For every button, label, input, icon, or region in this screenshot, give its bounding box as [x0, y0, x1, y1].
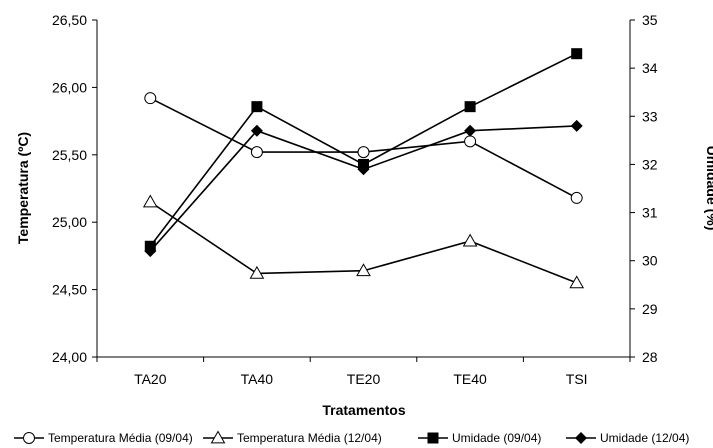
x-tick-label: TA40 [241, 371, 274, 387]
right-y-tick-label: 30 [642, 253, 658, 269]
data-point [249, 265, 265, 279]
right-y-tick-label: 35 [642, 12, 658, 28]
legend-entry: Umidade (12/04) [566, 431, 689, 445]
left-y-axis-title: Temperatura (ºC) [15, 132, 31, 244]
right-y-axis-title: Umidade (%) [704, 146, 713, 231]
legend-entry: Temperatura Média (12/04) [203, 430, 382, 445]
legend-marker [210, 430, 226, 444]
left-y-tick-label: 25,50 [52, 147, 87, 163]
data-point [142, 194, 158, 208]
legend-marker [23, 432, 35, 444]
right-y-tick-label: 33 [642, 108, 658, 124]
legend-marker [575, 432, 587, 444]
data-point [570, 119, 583, 132]
data-point [251, 101, 263, 113]
data-point [357, 163, 370, 176]
data-point [464, 101, 476, 113]
data-point [462, 233, 478, 247]
right-y-tick-label: 32 [642, 156, 658, 172]
right-y-tick-label: 29 [642, 301, 658, 317]
legend-entry: Temperatura Média (09/04) [14, 431, 193, 445]
right-y-tick-label: 34 [642, 60, 658, 76]
left-y-ticks: 24,00 24,50 25,00 25,50 26,00 26,50 [52, 12, 97, 365]
axes [96, 20, 631, 358]
data-point [356, 263, 371, 277]
series-line [149, 125, 577, 252]
data-point [144, 92, 157, 105]
left-y-tick-label: 24,00 [52, 349, 87, 365]
left-y-tick-label: 25,00 [52, 214, 87, 230]
data-point [570, 191, 583, 204]
series-layer [142, 48, 585, 289]
series-2 [142, 194, 585, 289]
left-y-tick-label: 26,50 [52, 12, 87, 28]
data-point [357, 146, 370, 159]
left-y-tick-label: 24,50 [52, 282, 87, 298]
legend-label: Umidade (09/04) [452, 431, 541, 445]
x-axis-title: Tratamentos [322, 402, 405, 418]
right-y-tick-label: 31 [642, 205, 658, 221]
x-tick-label: TSI [566, 371, 588, 387]
x-tick-label: TE40 [453, 371, 487, 387]
x-tick-label: TA20 [134, 371, 167, 387]
left-y-tick-label: 26,00 [52, 79, 87, 95]
data-point [144, 245, 157, 258]
legend-label: Umidade (12/04) [600, 431, 689, 445]
x-tick-label: TE20 [347, 371, 381, 387]
data-point [250, 124, 263, 137]
x-ticks: TA20 TA40 TE20 TE40 TSI [96, 357, 631, 387]
series-1 [144, 92, 583, 204]
series-4 [144, 119, 583, 258]
data-point [569, 275, 585, 289]
data-point [464, 135, 477, 148]
legend-marker [427, 432, 439, 444]
legend-label: Temperatura Média (09/04) [48, 431, 193, 445]
legend-label: Temperatura Média (12/04) [237, 431, 382, 445]
legend-entry: Umidade (09/04) [418, 431, 541, 445]
data-point [250, 146, 263, 159]
data-point [571, 48, 583, 60]
right-y-ticks: 28 29 30 31 32 33 34 35 [630, 12, 658, 365]
right-y-tick-label: 28 [642, 349, 658, 365]
legend: Temperatura Média (09/04) Temperatura Méd… [14, 430, 689, 445]
data-point [464, 124, 477, 137]
